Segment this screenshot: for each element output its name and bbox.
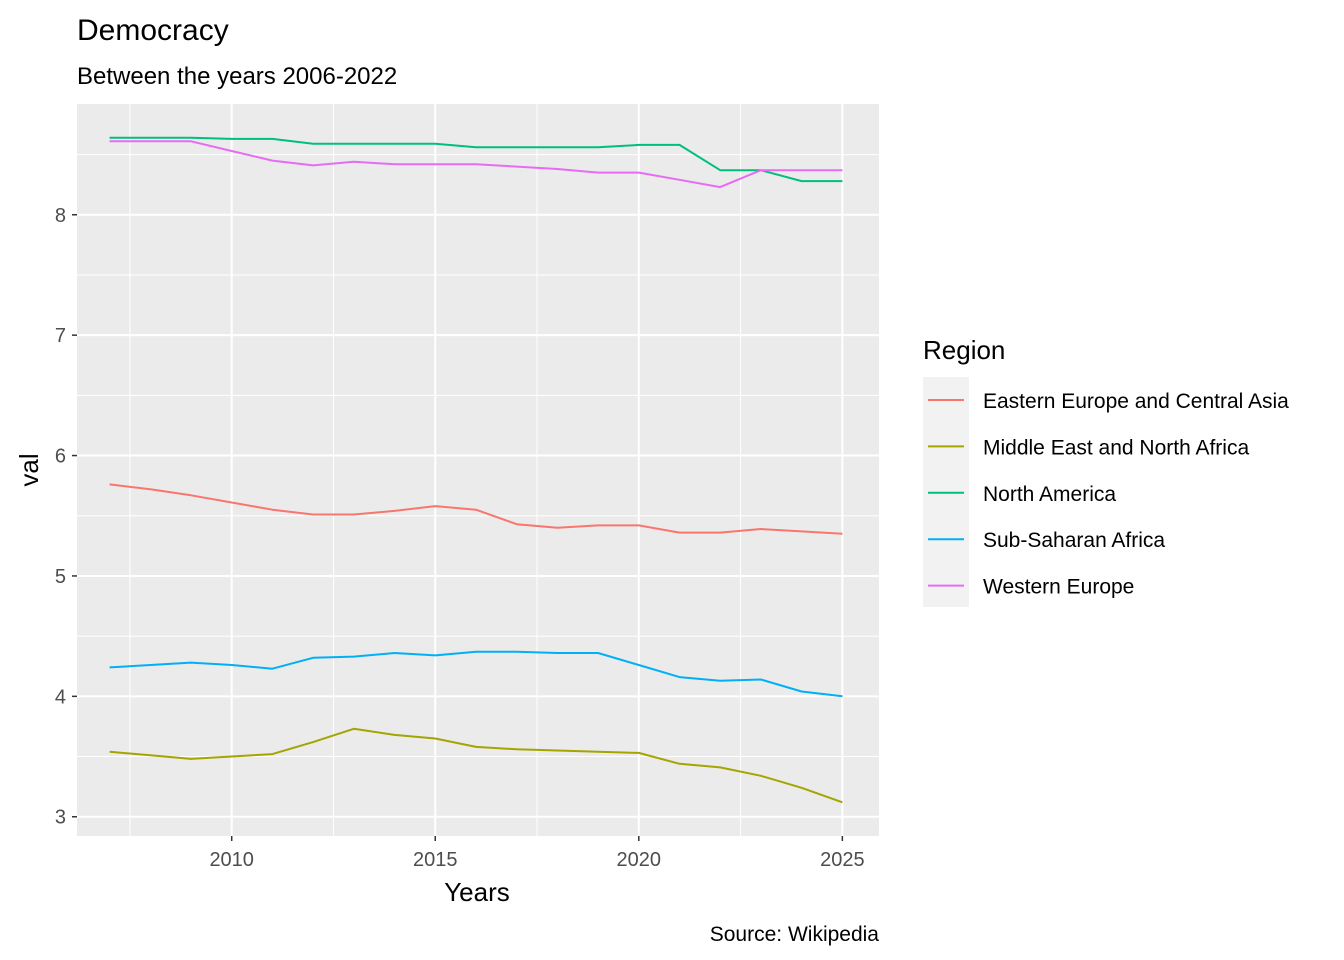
x-axis: 2010 2015 2020 2025 — [209, 836, 865, 871]
series-line-middle-east-and-north-africa — [109, 727, 843, 804]
plot-background — [77, 104, 879, 836]
x-tick-label: 2015 — [413, 849, 458, 871]
chart-subtitle: Between the years 2006-2022 — [77, 63, 397, 90]
chart-caption: Source: Wikipedia — [710, 923, 880, 946]
legend-label: Sub-Saharan Africa — [983, 529, 1165, 552]
chart-title: Democracy — [77, 14, 229, 47]
y-tick-label: 4 — [55, 686, 66, 708]
x-tick-label: 2010 — [209, 849, 254, 871]
legend-label: North America — [983, 483, 1116, 506]
legend-label: Eastern Europe and Central Asia — [983, 390, 1289, 413]
series-line-western-europe — [109, 140, 843, 189]
legend-label: Middle East and North Africa — [983, 436, 1249, 459]
minor-gridlines — [77, 104, 879, 836]
legend: Region Eastern Europe and Central Asia Mi… — [923, 335, 1289, 607]
series-line-sub-saharan-africa — [109, 650, 843, 698]
y-axis-title: val — [14, 453, 44, 486]
y-tick-label: 5 — [55, 566, 66, 588]
y-tick-label: 8 — [55, 205, 66, 227]
x-axis-title: Years — [444, 877, 510, 907]
legend-items: Eastern Europe and Central Asia Middle Ea… — [928, 390, 1289, 599]
series-line-eastern-europe-and-central-asia — [109, 483, 843, 535]
series-line-north-america — [109, 136, 843, 183]
y-tick-label: 6 — [55, 446, 66, 468]
plot-panel — [77, 104, 879, 836]
legend-title: Region — [923, 335, 1005, 365]
x-tick-label: 2025 — [820, 849, 865, 871]
legend-label: Western Europe — [983, 576, 1134, 599]
y-tick-label: 3 — [55, 807, 66, 829]
y-axis: 3 4 5 6 7 8 — [55, 205, 77, 829]
major-gridlines — [77, 104, 879, 836]
y-tick-label: 7 — [55, 325, 66, 347]
x-tick-label: 2020 — [617, 849, 662, 871]
series-lines — [109, 136, 843, 804]
